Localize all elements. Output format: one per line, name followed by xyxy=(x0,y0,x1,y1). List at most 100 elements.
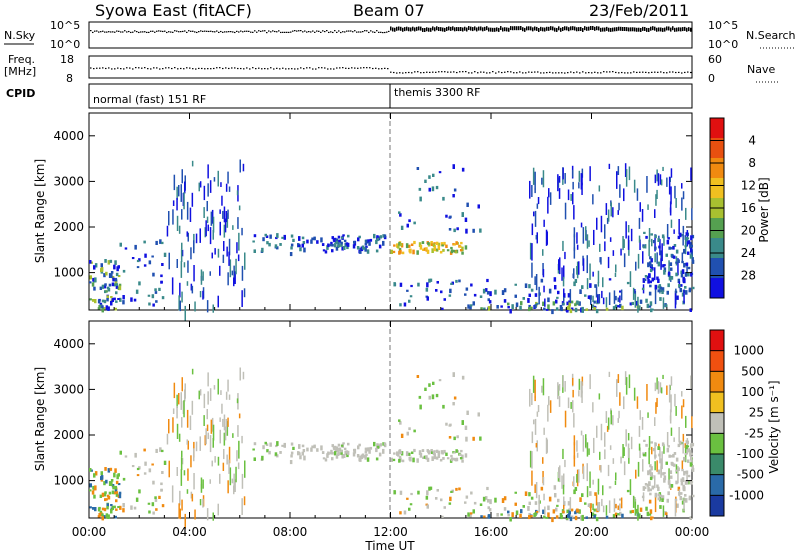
heatmap-cell xyxy=(537,405,540,413)
heatmap-cell xyxy=(106,503,109,507)
heatmap-cell xyxy=(623,188,625,202)
heatmap-cell xyxy=(292,446,295,450)
heatmap-cell xyxy=(494,497,497,503)
nsky-sample xyxy=(624,26,626,31)
heatmap-cell xyxy=(290,442,294,446)
freq-sample xyxy=(171,67,173,70)
x-tick-label: 08:00 xyxy=(273,525,308,539)
heatmap-cell xyxy=(122,508,125,513)
heatmap-cell xyxy=(119,242,122,247)
nsky-sample xyxy=(146,31,148,34)
heatmap-cell xyxy=(433,246,437,252)
heatmap-cell xyxy=(551,309,554,315)
heatmap-cell xyxy=(629,510,633,514)
nsky-sample xyxy=(360,31,362,33)
heatmap-cell xyxy=(563,265,565,279)
heatmap-cell xyxy=(548,496,552,502)
colorbar-segment xyxy=(710,392,724,414)
heatmap-cell xyxy=(591,304,595,309)
heatmap-cell xyxy=(236,242,238,254)
heatmap-cell xyxy=(610,410,612,425)
heatmap-cell xyxy=(562,510,565,514)
heatmap-cell xyxy=(464,217,468,222)
heatmap-cell xyxy=(290,234,294,238)
heatmap-cell xyxy=(589,263,591,280)
heatmap-cell xyxy=(155,300,158,303)
heatmap-cell xyxy=(654,495,657,513)
heatmap-cell xyxy=(236,398,239,404)
heatmap-cell xyxy=(680,284,683,287)
heatmap-cell xyxy=(614,480,617,485)
nsky-sample xyxy=(684,26,686,31)
heatmap-cell xyxy=(562,448,564,459)
heatmap-cell xyxy=(171,485,174,503)
nsky-sample xyxy=(346,30,348,32)
cpid-segment-2: themis 3300 RF xyxy=(394,86,481,99)
heatmap-cell xyxy=(112,277,115,282)
heatmap-cell xyxy=(654,174,657,184)
heatmap-cell xyxy=(193,473,195,490)
nsky-sample xyxy=(642,26,644,31)
heatmap-cell xyxy=(614,272,617,277)
heatmap-cell xyxy=(609,237,612,242)
freq-sample xyxy=(336,67,338,69)
heatmap-cell xyxy=(527,506,530,511)
heatmap-cell xyxy=(155,508,158,511)
heatmap-cell xyxy=(637,504,639,521)
heatmap-cell xyxy=(446,249,450,252)
heatmap-cell xyxy=(341,246,344,251)
heatmap-cell xyxy=(222,254,225,263)
nsky-sample xyxy=(326,30,328,32)
heatmap-cell xyxy=(117,483,121,486)
nsky-sample xyxy=(122,31,124,33)
freq-sample xyxy=(474,71,476,73)
heatmap-cell xyxy=(160,488,163,492)
heatmap-cell xyxy=(687,240,691,245)
heatmap-cell xyxy=(572,181,574,190)
freq-sample xyxy=(564,72,566,74)
heatmap-cell xyxy=(531,470,533,486)
heatmap-cell xyxy=(452,402,455,406)
heatmap-cell xyxy=(418,242,422,247)
nsky-sample xyxy=(410,27,412,32)
heatmap-cell xyxy=(563,473,565,487)
heatmap-cell xyxy=(629,479,632,495)
heatmap-cell xyxy=(537,197,540,205)
heatmap-cell xyxy=(592,402,594,413)
heatmap-cell xyxy=(613,498,616,512)
heatmap-cell xyxy=(187,468,189,481)
nave-label: Nave xyxy=(747,63,775,76)
heatmap-cell xyxy=(176,215,179,231)
nsky-sample xyxy=(630,27,632,32)
heatmap-cell xyxy=(221,195,223,206)
nsky-sample xyxy=(222,31,224,33)
heatmap-cell xyxy=(597,490,600,495)
heatmap-cell xyxy=(231,478,234,484)
freq-sample xyxy=(189,67,191,69)
heatmap-cell xyxy=(646,483,650,487)
nsky-sample xyxy=(196,31,198,34)
nsky-sample xyxy=(468,26,470,31)
heatmap-cell xyxy=(217,456,220,466)
heatmap-cell xyxy=(520,301,523,306)
heatmap-cell xyxy=(392,458,396,462)
heatmap-cell xyxy=(461,454,464,460)
heatmap-cell xyxy=(673,244,677,247)
heatmap-cell xyxy=(644,483,648,486)
heatmap-cell xyxy=(228,186,231,192)
heatmap-cell xyxy=(310,239,313,244)
heatmap-cell xyxy=(181,242,183,249)
heatmap-cell xyxy=(195,233,198,244)
freq-sample xyxy=(684,71,686,74)
heatmap-cell xyxy=(649,301,653,306)
heatmap-cell xyxy=(535,510,539,514)
heatmap-cell xyxy=(116,474,119,480)
heatmap-cell xyxy=(570,515,574,519)
heatmap-cell xyxy=(542,509,545,514)
heatmap-cell xyxy=(570,402,572,409)
heatmap-cell xyxy=(617,210,619,215)
heatmap-cell xyxy=(649,509,653,514)
heatmap-cell xyxy=(281,444,284,447)
heatmap-cell xyxy=(465,228,468,234)
nsky-sample xyxy=(576,27,578,32)
